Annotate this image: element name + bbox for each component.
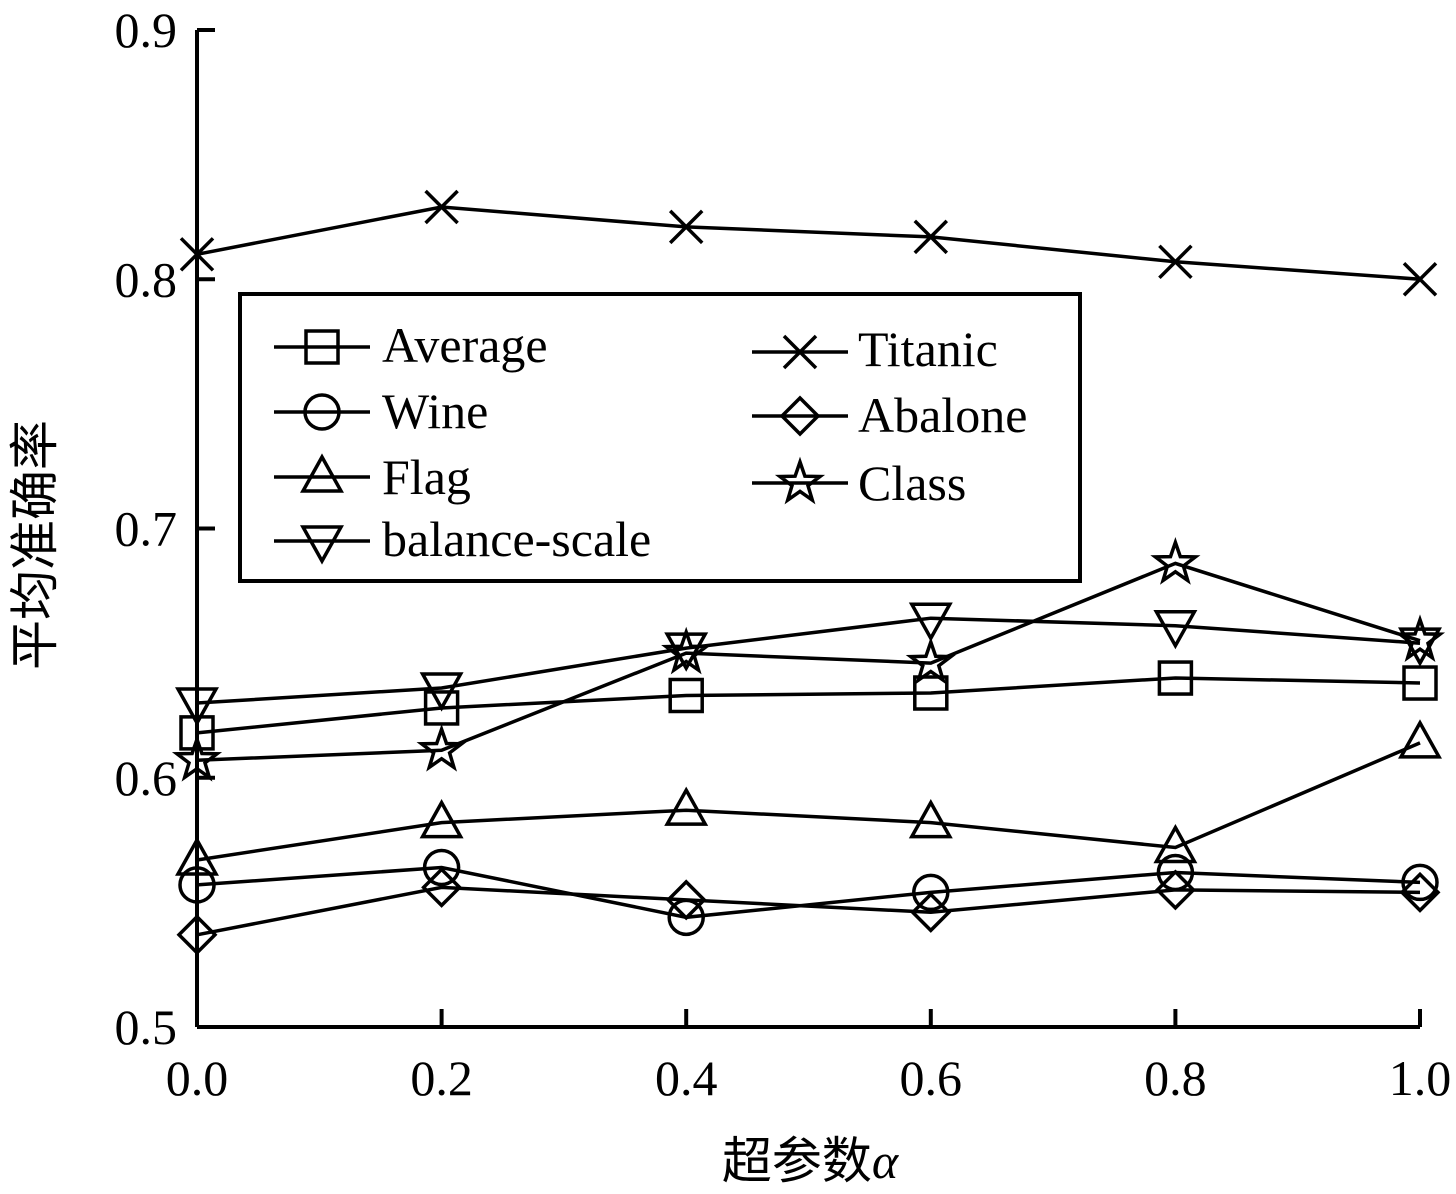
y-tick-label: 0.9 [115,2,178,58]
legend-item-wine: Wine [274,383,488,439]
series-wine [178,848,1439,937]
data-point-marker [1157,660,1194,696]
legend-label: Average [382,317,548,373]
data-point-marker [665,879,707,921]
data-point-marker [1399,871,1441,913]
y-axis-label: 平均准确率 [7,420,63,670]
legend-item-balance-scale: balance-scale [274,511,651,567]
x-tick-label: 0.2 [410,1050,473,1106]
legend-box [238,292,1082,583]
data-point-marker [416,723,467,772]
y-tick-label: 0.8 [115,251,178,307]
x-tick-label: 1.0 [1389,1050,1452,1106]
x-tick-label: 0.6 [900,1050,963,1106]
legend-marker [779,395,821,437]
data-point-marker [913,219,949,255]
data-point-marker [424,189,459,225]
legend-label: balance-scale [382,511,651,567]
legend: Average Titanic Wine Abalone Flag Class balanc… [238,292,1082,583]
data-point-marker [175,836,219,876]
data-point-marker [1150,537,1201,585]
data-point-marker [1153,823,1198,864]
data-point-marker [905,636,956,685]
legend-label: Class [858,455,966,511]
data-point-marker [179,715,215,751]
legend-label: Abalone [858,387,1027,443]
series-abalone [176,866,1441,956]
series-titanic [179,189,1438,297]
x-axis-label-symbol: α [872,1133,900,1189]
series-line [196,741,1421,862]
series-flag [175,719,1442,876]
legend-marker [782,334,818,370]
data-point-marker [179,237,215,272]
data-point-marker [913,675,949,711]
data-point-marker [664,786,709,826]
legend-item-class: Class [752,455,966,511]
series-line [196,885,1421,937]
data-point-marker [176,914,218,956]
legend-marker [303,393,341,431]
data-point-marker [421,866,463,908]
axes: 0.5 0.6 0.7 0.8 0.9 0.0 0.2 0.4 0.6 0.8 1.0 [115,2,1452,1106]
data-point-marker [1153,609,1198,650]
data-point-marker [419,799,464,839]
legend-item-titanic: Titanic [752,321,998,377]
data-point-marker [171,733,223,782]
legend-label: Flag [382,449,471,505]
series-balance-scale [175,602,1442,727]
data-point-marker [1154,869,1196,911]
legend-item-average: Average [274,317,548,373]
legend-label: Titanic [858,321,998,377]
data-point-marker [1398,627,1442,667]
data-point-marker [1402,665,1438,701]
legend-marker [304,329,340,365]
data-point-marker [175,687,219,727]
series-line [196,616,1421,705]
data-point-marker [1158,244,1193,280]
legend-item-abalone: Abalone [752,387,1027,443]
data-point-marker [912,873,950,912]
series-line [196,865,1421,920]
data-point-marker [668,209,704,245]
x-tick-label: 0.8 [1144,1050,1207,1106]
y-tick-label: 0.7 [115,501,178,557]
data-point-marker [1401,863,1439,902]
series-average [179,660,1438,751]
series-line [196,561,1421,763]
data-point-marker [668,677,704,714]
series-line [196,205,1421,281]
legend-label: Wine [382,383,488,439]
x-tick-label: 0.0 [166,1050,229,1106]
legend-marker [774,456,826,505]
data-point-marker [1402,262,1438,297]
data-point-marker [1398,719,1442,759]
data-point-marker [908,799,953,839]
series-line [196,676,1421,735]
legend-marker [300,525,344,565]
data-point-marker [910,891,952,933]
data-point-marker [422,848,461,887]
y-tick-label: 0.5 [115,999,178,1055]
data-point-marker [664,632,709,672]
series-layer [171,189,1446,956]
data-point-marker [178,866,216,904]
legend-item-flag: Flag [274,449,471,505]
data-point-marker [908,602,953,642]
legend-marker [300,453,344,493]
x-axis-label: 超参数α [722,1133,900,1189]
data-point-marker [419,672,464,712]
x-tick-label: 0.4 [655,1050,718,1106]
y-tick-label: 0.6 [115,750,178,806]
